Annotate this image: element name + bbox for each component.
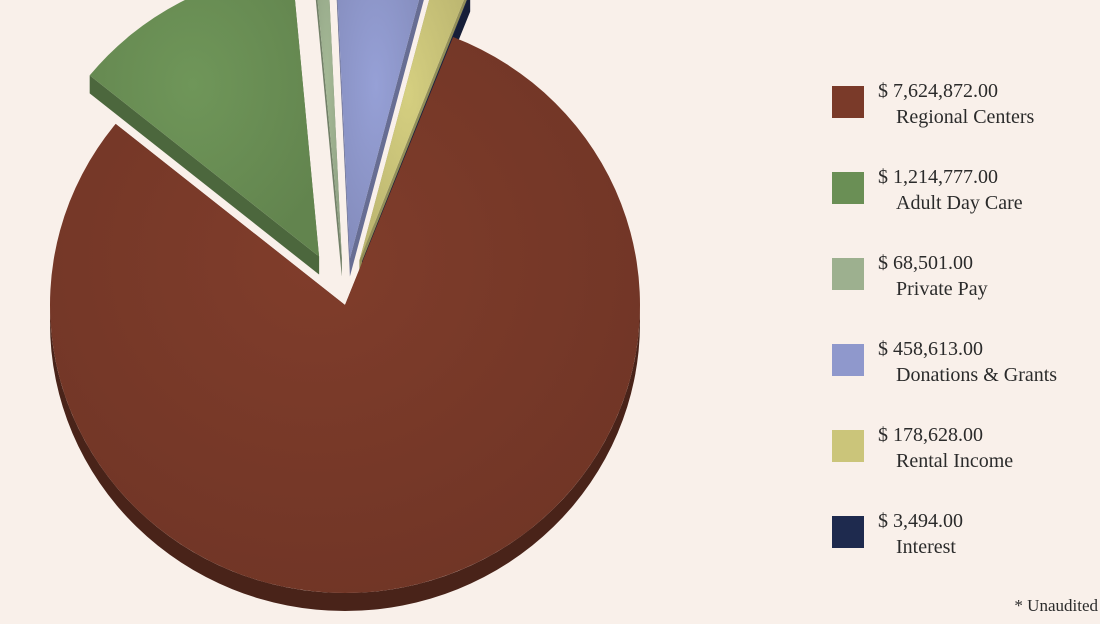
legend-swatch [832,344,864,376]
legend-value: $ 68,501.00 [878,252,973,274]
legend-item: $ 68,501.00 Private Pay [832,250,1100,336]
legend-value: $ 458,613.00 [878,338,983,360]
legend-value: $ 3,494.00 [878,510,963,532]
legend-item: $ 458,613.00 Donations & Grants [832,336,1100,422]
legend-label: Donations & Grants [896,364,1058,386]
pie-slice-top [359,0,464,261]
pie-slice-face [336,0,350,277]
footnote: * Unaudited [1014,596,1098,615]
pie-slice-adult-day-care [89,0,320,275]
pie-chart [49,0,640,611]
pie-slice-donations-grants [336,0,424,277]
pie-slice-top [317,0,342,259]
legend-value: $ 7,624,872.00 [878,80,998,102]
pie-slice-face [315,0,342,277]
legend-label: Adult Day Care [896,192,1023,214]
pie-slice-private-pay [315,0,342,277]
pie-slice-top [89,0,320,257]
legend-label: Interest [896,536,956,558]
pie-slice-regional-centers [49,37,640,611]
legend-item: $ 3,494.00 Interest [832,508,1100,594]
pie-slice-top [337,0,420,259]
legend-swatch [832,86,864,118]
legend-swatch [832,258,864,290]
legend-value: $ 178,628.00 [878,424,983,446]
legend-swatch [832,172,864,204]
pie-slice-top [49,37,640,593]
legend-label: Private Pay [896,278,988,300]
legend-label: Rental Income [896,450,1014,472]
legend-item: $ 178,628.00 Rental Income [832,422,1100,508]
legend-value: $ 1,214,777.00 [878,166,998,188]
pie-chart-svg [49,0,640,611]
legend-swatch [832,516,864,548]
legend: $ 7,624,872.00 Regional Centers $ 1,214,77… [832,78,1100,594]
legend-item: $ 7,624,872.00 Regional Centers [832,78,1100,164]
pie-slice-face [89,75,320,275]
legend-swatch [832,430,864,462]
legend-label: Regional Centers [896,106,1035,128]
pie-slice-top [362,0,468,262]
legend-item: $ 1,214,777.00 Adult Day Care [832,164,1100,250]
